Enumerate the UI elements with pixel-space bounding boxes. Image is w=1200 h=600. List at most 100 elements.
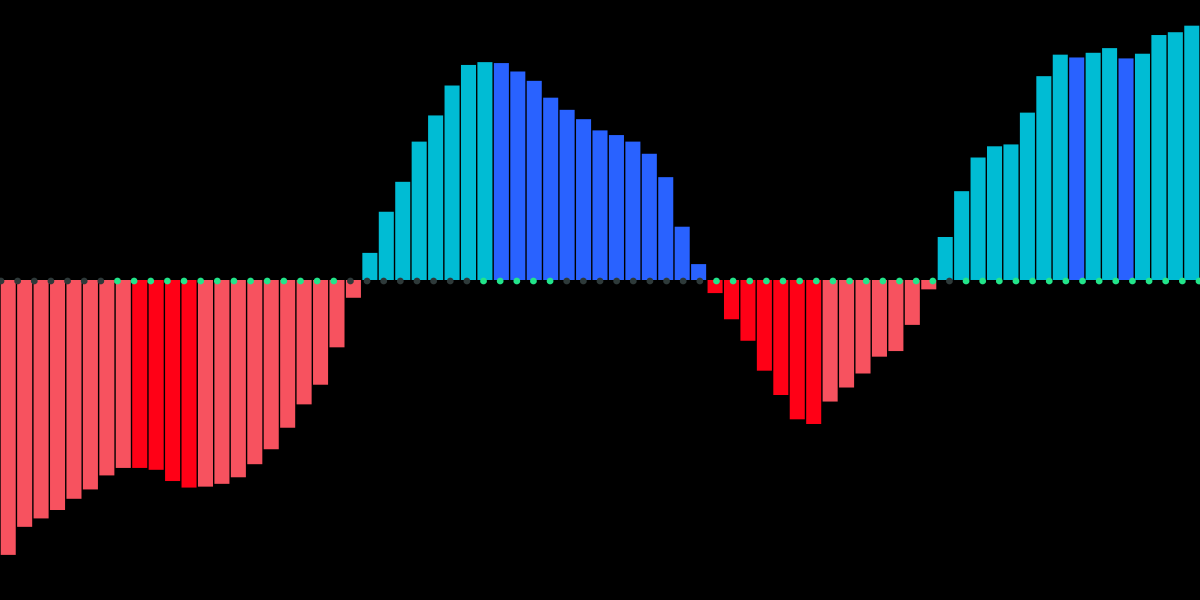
- zero-line-dot: [879, 277, 887, 285]
- zero-line-dot: [14, 277, 22, 285]
- zero-line-dot: [330, 277, 338, 285]
- zero-line-dot: [696, 277, 704, 285]
- histogram-bar: [888, 280, 904, 352]
- zero-line-dot: [629, 277, 637, 285]
- histogram-bar: [1184, 25, 1200, 281]
- histogram-bar: [543, 97, 559, 281]
- histogram-bar: [1167, 32, 1183, 280]
- zero-line-dot: [313, 277, 321, 285]
- histogram-bar: [181, 280, 197, 488]
- histogram-bar: [691, 264, 707, 281]
- zero-line-dot: [480, 277, 487, 285]
- zero-line-dot: [30, 277, 38, 285]
- histogram-bar: [313, 280, 329, 385]
- histogram-bar: [165, 280, 181, 482]
- histogram-bar: [66, 280, 82, 499]
- zero-line-dot: [180, 277, 188, 285]
- histogram-bar: [822, 280, 838, 402]
- histogram-bar: [428, 115, 444, 280]
- zero-line-dot: [1062, 277, 1070, 285]
- histogram-bar: [510, 71, 526, 280]
- histogram-bar: [115, 280, 131, 468]
- zero-line-dot: [1129, 277, 1136, 285]
- zero-line-dot: [1045, 277, 1053, 285]
- zero-line-dot: [1079, 277, 1086, 285]
- zero-line-dot: [563, 277, 571, 285]
- zero-line-dot: [796, 277, 804, 285]
- histogram-bar: [230, 280, 246, 478]
- histogram-bar: [1036, 76, 1052, 280]
- histogram-bar: [576, 119, 592, 281]
- zero-line-dot: [380, 277, 388, 285]
- zero-line-dot: [912, 277, 920, 285]
- zero-line-dot: [862, 277, 870, 285]
- zero-line-dot: [413, 277, 421, 285]
- histogram-bar: [855, 280, 871, 374]
- histogram-bar: [33, 280, 49, 519]
- zero-line-dot: [263, 277, 271, 285]
- zero-line-dot: [430, 277, 438, 285]
- histogram-bar: [871, 280, 887, 357]
- zero-line-dot: [64, 277, 71, 285]
- histogram-bar: [608, 135, 624, 280]
- histogram-bar: [1003, 144, 1019, 280]
- zero-line-dot: [147, 277, 155, 285]
- zero-line-dot: [929, 277, 937, 285]
- histogram-bar: [658, 177, 674, 280]
- histogram-bar: [214, 280, 230, 484]
- histogram-bar: [789, 280, 805, 420]
- zero-line-dot: [446, 277, 454, 285]
- zero-line-dot: [496, 277, 504, 285]
- histogram-bar: [1052, 54, 1068, 280]
- histogram-bar: [132, 280, 148, 468]
- zero-line-dot: [1012, 277, 1020, 285]
- zero-line-dots-layer: [0, 277, 1200, 285]
- histogram-bar: [263, 280, 279, 450]
- histogram-bar: [937, 236, 953, 280]
- zero-line-dot: [1162, 277, 1170, 285]
- zero-line-dot: [0, 277, 5, 285]
- histogram-bar: [1102, 48, 1118, 281]
- histogram-bar: [362, 252, 378, 280]
- histogram-bar: [477, 62, 493, 280]
- zero-line-dot: [646, 277, 654, 285]
- zero-line-dot: [579, 277, 587, 285]
- zero-line-dot: [163, 277, 171, 285]
- histogram-bar: [1151, 35, 1167, 280]
- zero-line-dot: [197, 277, 205, 285]
- histogram-bar: [148, 280, 164, 470]
- bars-layer: [0, 25, 1200, 555]
- histogram-bar: [460, 64, 477, 280]
- zero-line-dot: [613, 277, 621, 285]
- zero-line-dot: [297, 277, 304, 285]
- zero-line-dot: [130, 277, 138, 285]
- zero-line-dot: [779, 277, 787, 285]
- zero-line-dot: [1178, 277, 1186, 285]
- zero-line-dot: [230, 277, 238, 285]
- histogram-bar: [904, 280, 920, 325]
- zero-line-dot: [729, 277, 737, 285]
- histogram-bar: [526, 80, 542, 280]
- zero-line-dot: [363, 277, 371, 285]
- histogram-bar: [839, 280, 855, 388]
- zero-line-dot: [530, 277, 537, 285]
- zero-line-dot: [979, 277, 987, 285]
- zero-line-dot: [47, 277, 55, 285]
- zero-line-dot: [812, 277, 820, 285]
- zero-line-dot: [946, 277, 953, 285]
- histogram-bar: [329, 280, 345, 348]
- histogram-bar: [806, 280, 822, 424]
- histogram-bar: [921, 280, 937, 290]
- zero-line-dot: [463, 277, 471, 285]
- zero-line-dot: [663, 277, 670, 285]
- zero-line-dot: [546, 277, 554, 285]
- zero-line-dot: [1029, 277, 1037, 285]
- histogram-bar: [625, 141, 641, 280]
- zero-line-dot: [347, 277, 354, 285]
- zero-line-dot: [896, 277, 903, 285]
- zero-line-dot: [713, 277, 720, 285]
- histogram-bar: [378, 211, 394, 280]
- zero-line-dot: [213, 277, 221, 285]
